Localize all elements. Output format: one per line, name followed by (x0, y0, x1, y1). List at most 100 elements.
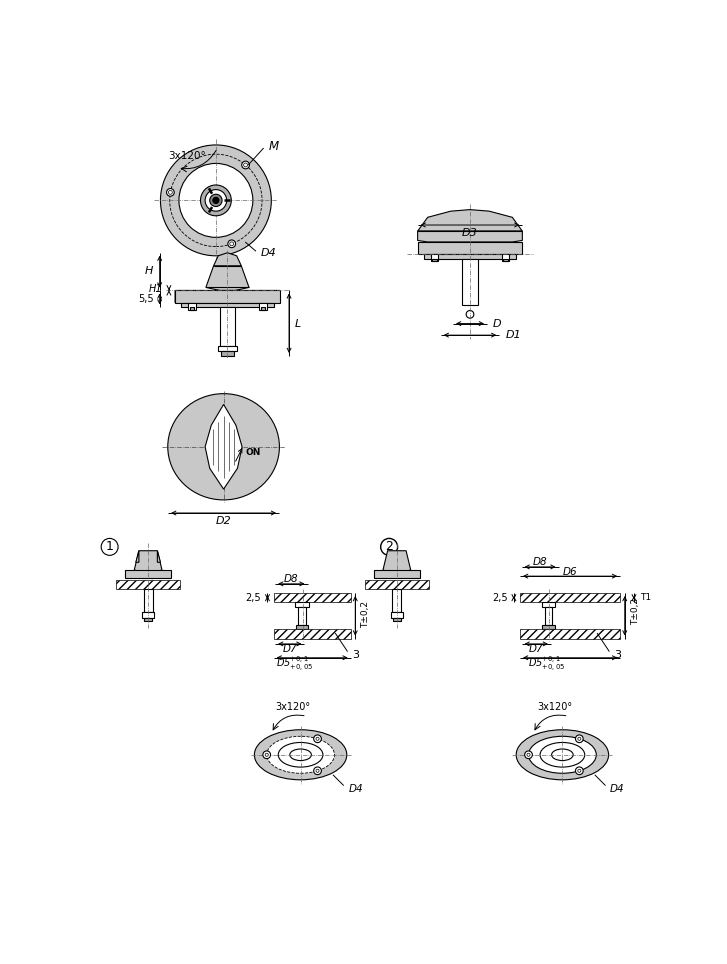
Text: 2,5: 2,5 (492, 593, 507, 602)
Bar (298, 607, 306, 626)
Bar (542, 602, 555, 607)
Polygon shape (206, 266, 249, 290)
Circle shape (381, 539, 398, 555)
Bar (390, 612, 403, 618)
Circle shape (230, 242, 233, 246)
Bar (188, 303, 196, 309)
Circle shape (578, 737, 581, 740)
Circle shape (244, 163, 247, 167)
Text: 3: 3 (352, 650, 359, 659)
Text: T1: T1 (640, 593, 651, 602)
Text: 3x120°: 3x120° (537, 702, 572, 712)
Text: D2: D2 (216, 516, 231, 525)
Circle shape (201, 185, 231, 216)
Ellipse shape (529, 736, 596, 773)
Polygon shape (175, 290, 280, 303)
Circle shape (263, 751, 270, 759)
Text: D8: D8 (284, 575, 299, 584)
Bar (125, 570, 172, 577)
Bar (393, 618, 401, 621)
Bar (520, 593, 620, 602)
Circle shape (316, 769, 319, 772)
Polygon shape (205, 405, 242, 489)
Text: M: M (268, 140, 278, 153)
Bar (393, 589, 401, 612)
Circle shape (576, 767, 583, 775)
Circle shape (525, 751, 532, 759)
Circle shape (265, 753, 268, 757)
Bar (430, 254, 438, 261)
Circle shape (205, 190, 227, 211)
Ellipse shape (278, 742, 323, 767)
Polygon shape (157, 550, 161, 562)
Bar (364, 580, 429, 589)
Circle shape (213, 198, 219, 203)
Text: D4: D4 (348, 784, 363, 793)
Bar (221, 351, 233, 356)
Bar (462, 259, 478, 305)
Circle shape (209, 194, 222, 206)
Text: T±0,2: T±0,2 (631, 598, 640, 625)
Text: 2,5: 2,5 (246, 593, 261, 602)
Text: D5$^{+0,1}_{+0,05}$: D5$^{+0,1}_{+0,05}$ (529, 655, 566, 673)
Bar (142, 612, 154, 618)
Ellipse shape (540, 742, 585, 767)
Circle shape (313, 767, 321, 775)
Bar (143, 589, 153, 612)
Bar (295, 602, 309, 607)
Text: 5,5: 5,5 (138, 294, 153, 304)
Polygon shape (175, 290, 280, 305)
Circle shape (242, 161, 249, 169)
Polygon shape (417, 209, 523, 231)
Circle shape (578, 769, 581, 772)
Text: D5$^{+0,1}_{+0,05}$: D5$^{+0,1}_{+0,05}$ (276, 655, 314, 673)
Circle shape (228, 240, 236, 248)
Circle shape (169, 191, 172, 195)
Polygon shape (134, 550, 162, 573)
Polygon shape (181, 303, 273, 308)
Bar (260, 308, 265, 309)
Text: L: L (295, 318, 302, 329)
Bar (502, 254, 509, 261)
Bar (220, 308, 235, 346)
Ellipse shape (516, 730, 608, 780)
Text: D6: D6 (563, 567, 577, 576)
Circle shape (576, 735, 583, 742)
Bar (218, 346, 237, 351)
Bar (520, 629, 620, 638)
Text: 1: 1 (105, 541, 113, 553)
Text: ON: ON (245, 448, 260, 458)
Bar (273, 629, 350, 638)
Text: D7: D7 (529, 644, 544, 655)
Polygon shape (383, 550, 411, 573)
Text: D4: D4 (610, 784, 624, 793)
Text: H1: H1 (149, 284, 163, 294)
Circle shape (316, 737, 319, 740)
Bar (259, 303, 267, 309)
Text: T±0,2: T±0,2 (361, 602, 371, 629)
Bar (190, 308, 194, 309)
Circle shape (101, 539, 118, 555)
Polygon shape (214, 253, 241, 266)
Ellipse shape (267, 736, 334, 773)
Text: D8: D8 (533, 557, 547, 567)
Ellipse shape (254, 730, 347, 780)
Text: 3x120°: 3x120° (168, 150, 206, 161)
Bar (144, 618, 152, 621)
Bar (296, 626, 308, 629)
Circle shape (466, 310, 474, 318)
Bar (542, 626, 555, 629)
Text: D: D (493, 318, 502, 329)
Polygon shape (136, 550, 139, 562)
Circle shape (166, 189, 174, 197)
Polygon shape (417, 242, 523, 254)
Circle shape (313, 735, 321, 742)
Text: D4: D4 (260, 248, 276, 257)
Bar (433, 259, 437, 261)
Polygon shape (417, 231, 523, 242)
Ellipse shape (290, 749, 311, 761)
Ellipse shape (552, 749, 573, 761)
Polygon shape (424, 254, 516, 259)
Text: H: H (145, 266, 153, 277)
Ellipse shape (168, 393, 279, 500)
